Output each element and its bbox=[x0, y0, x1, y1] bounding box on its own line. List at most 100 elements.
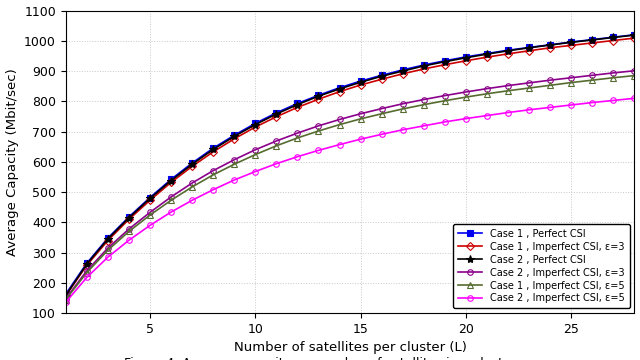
Case 1 , Imperfect CSI, ε=5 bbox=[252, 152, 259, 157]
Case 1 , Perfect CSI bbox=[420, 63, 428, 67]
Case 1 , Perfect CSI bbox=[252, 121, 259, 126]
Case 2 , Imperfect CSI, ε=3 bbox=[315, 124, 323, 128]
Case 2 , Imperfect CSI, ε=3 bbox=[609, 71, 617, 75]
Case 1 , Perfect CSI bbox=[568, 40, 575, 44]
Case 1 , Imperfect CSI, ε=3 bbox=[167, 180, 175, 185]
Case 2 , Imperfect CSI, ε=5 bbox=[315, 148, 323, 153]
Case 2 , Imperfect CSI, ε=3 bbox=[209, 168, 217, 173]
Case 2 , Imperfect CSI, ε=5 bbox=[399, 128, 406, 132]
Case 1 , Imperfect CSI, ε=5 bbox=[588, 78, 596, 82]
Case 2 , Imperfect CSI, ε=5 bbox=[294, 154, 301, 159]
Case 1 , Imperfect CSI, ε=5 bbox=[294, 136, 301, 140]
Case 1 , Perfect CSI bbox=[336, 86, 344, 90]
Case 2 , Imperfect CSI, ε=5 bbox=[356, 137, 364, 141]
Case 2 , Imperfect CSI, ε=3 bbox=[588, 73, 596, 77]
Case 2 , Perfect CSI bbox=[441, 59, 449, 64]
Case 1 , Imperfect CSI, ε=5 bbox=[525, 86, 533, 90]
Case 2 , Imperfect CSI, ε=3 bbox=[188, 181, 196, 185]
Case 2 , Imperfect CSI, ε=5 bbox=[462, 116, 470, 121]
Case 1 , Imperfect CSI, ε=5 bbox=[336, 122, 344, 127]
Case 2 , Perfect CSI bbox=[609, 35, 617, 40]
Line: Case 1 , Imperfect CSI, ε=5: Case 1 , Imperfect CSI, ε=5 bbox=[63, 73, 637, 302]
Case 2 , Perfect CSI bbox=[273, 112, 280, 116]
Case 1 , Imperfect CSI, ε=5 bbox=[62, 297, 70, 302]
Case 1 , Imperfect CSI, ε=5 bbox=[420, 103, 428, 107]
Case 2 , Perfect CSI bbox=[356, 80, 364, 85]
Case 2 , Imperfect CSI, ε=5 bbox=[483, 113, 491, 118]
Case 2 , Perfect CSI bbox=[188, 162, 196, 166]
Case 1 , Imperfect CSI, ε=5 bbox=[399, 107, 406, 111]
Case 2 , Imperfect CSI, ε=5 bbox=[441, 120, 449, 124]
Case 1 , Imperfect CSI, ε=3 bbox=[420, 67, 428, 71]
Case 1 , Perfect CSI bbox=[462, 55, 470, 59]
Case 2 , Imperfect CSI, ε=5 bbox=[378, 132, 385, 136]
Case 1 , Imperfect CSI, ε=3 bbox=[146, 198, 154, 202]
Case 2 , Perfect CSI bbox=[125, 216, 132, 220]
Case 1 , Imperfect CSI, ε=3 bbox=[588, 41, 596, 45]
Case 2 , Imperfect CSI, ε=5 bbox=[104, 255, 111, 259]
Case 2 , Imperfect CSI, ε=3 bbox=[378, 107, 385, 111]
Case 1 , Perfect CSI bbox=[504, 48, 512, 52]
Case 1 , Imperfect CSI, ε=5 bbox=[609, 76, 617, 80]
Case 1 , Imperfect CSI, ε=5 bbox=[462, 95, 470, 99]
Case 2 , Perfect CSI bbox=[104, 237, 111, 241]
Case 2 , Perfect CSI bbox=[462, 55, 470, 60]
Case 1 , Imperfect CSI, ε=3 bbox=[230, 137, 238, 141]
Case 1 , Imperfect CSI, ε=5 bbox=[378, 112, 385, 116]
Legend: Case 1 , Perfect CSI, Case 1 , Imperfect CSI, ε=3, Case 2 , Perfect CSI, Case 2 : Case 1 , Perfect CSI, Case 1 , Imperfect… bbox=[453, 224, 630, 308]
Case 1 , Imperfect CSI, ε=5 bbox=[146, 213, 154, 217]
Case 2 , Perfect CSI bbox=[588, 38, 596, 42]
Case 2 , Perfect CSI bbox=[315, 94, 323, 98]
Case 1 , Imperfect CSI, ε=5 bbox=[568, 80, 575, 85]
Case 1 , Imperfect CSI, ε=3 bbox=[568, 43, 575, 48]
Case 1 , Perfect CSI bbox=[83, 261, 91, 265]
Case 1 , Imperfect CSI, ε=5 bbox=[83, 270, 91, 275]
Case 1 , Imperfect CSI, ε=3 bbox=[399, 72, 406, 76]
Case 1 , Perfect CSI bbox=[125, 215, 132, 219]
Case 2 , Imperfect CSI, ε=5 bbox=[420, 124, 428, 128]
Case 1 , Perfect CSI bbox=[356, 79, 364, 83]
Case 1 , Imperfect CSI, ε=3 bbox=[356, 83, 364, 87]
Case 2 , Imperfect CSI, ε=3 bbox=[568, 76, 575, 80]
Case 2 , Imperfect CSI, ε=5 bbox=[146, 223, 154, 228]
Case 1 , Perfect CSI bbox=[230, 133, 238, 138]
Line: Case 2 , Imperfect CSI, ε=3: Case 2 , Imperfect CSI, ε=3 bbox=[63, 68, 637, 301]
Case 1 , Imperfect CSI, ε=3 bbox=[630, 36, 638, 40]
Case 1 , Imperfect CSI, ε=3 bbox=[252, 125, 259, 129]
Case 2 , Imperfect CSI, ε=5 bbox=[273, 162, 280, 166]
Case 1 , Imperfect CSI, ε=3 bbox=[462, 59, 470, 63]
Case 2 , Imperfect CSI, ε=5 bbox=[83, 275, 91, 280]
Case 2 , Imperfect CSI, ε=5 bbox=[230, 178, 238, 182]
Case 2 , Imperfect CSI, ε=3 bbox=[547, 78, 554, 82]
Case 2 , Perfect CSI bbox=[83, 262, 91, 266]
Case 1 , Imperfect CSI, ε=5 bbox=[188, 185, 196, 189]
Case 2 , Imperfect CSI, ε=5 bbox=[504, 111, 512, 115]
Case 2 , Perfect CSI bbox=[294, 103, 301, 107]
Text: Figure 4: Average capacity vs. number of satellites in a cluster: Figure 4: Average capacity vs. number of… bbox=[124, 357, 516, 360]
Case 2 , Imperfect CSI, ε=5 bbox=[547, 105, 554, 109]
Case 1 , Imperfect CSI, ε=5 bbox=[315, 129, 323, 133]
Case 2 , Imperfect CSI, ε=5 bbox=[568, 103, 575, 107]
Case 1 , Imperfect CSI, ε=5 bbox=[167, 198, 175, 202]
Case 2 , Imperfect CSI, ε=3 bbox=[104, 246, 111, 250]
Case 2 , Imperfect CSI, ε=3 bbox=[146, 210, 154, 215]
Case 2 , Perfect CSI bbox=[483, 52, 491, 56]
Case 1 , Perfect CSI bbox=[315, 93, 323, 98]
Case 2 , Perfect CSI bbox=[420, 64, 428, 68]
Case 2 , Perfect CSI bbox=[568, 40, 575, 45]
Case 1 , Imperfect CSI, ε=5 bbox=[483, 91, 491, 96]
Case 1 , Imperfect CSI, ε=5 bbox=[504, 89, 512, 93]
Case 1 , Perfect CSI bbox=[273, 111, 280, 115]
Case 1 , Perfect CSI bbox=[588, 37, 596, 42]
Case 1 , Perfect CSI bbox=[146, 195, 154, 200]
Case 2 , Imperfect CSI, ε=3 bbox=[83, 269, 91, 273]
Case 2 , Imperfect CSI, ε=5 bbox=[525, 108, 533, 112]
Case 2 , Perfect CSI bbox=[399, 69, 406, 73]
Case 1 , Imperfect CSI, ε=3 bbox=[83, 263, 91, 267]
Case 1 , Imperfect CSI, ε=5 bbox=[209, 173, 217, 177]
Case 1 , Perfect CSI bbox=[209, 146, 217, 150]
Case 1 , Perfect CSI bbox=[294, 101, 301, 105]
Case 2 , Perfect CSI bbox=[62, 293, 70, 298]
Case 2 , Imperfect CSI, ε=3 bbox=[336, 117, 344, 122]
Case 2 , Imperfect CSI, ε=3 bbox=[125, 227, 132, 231]
